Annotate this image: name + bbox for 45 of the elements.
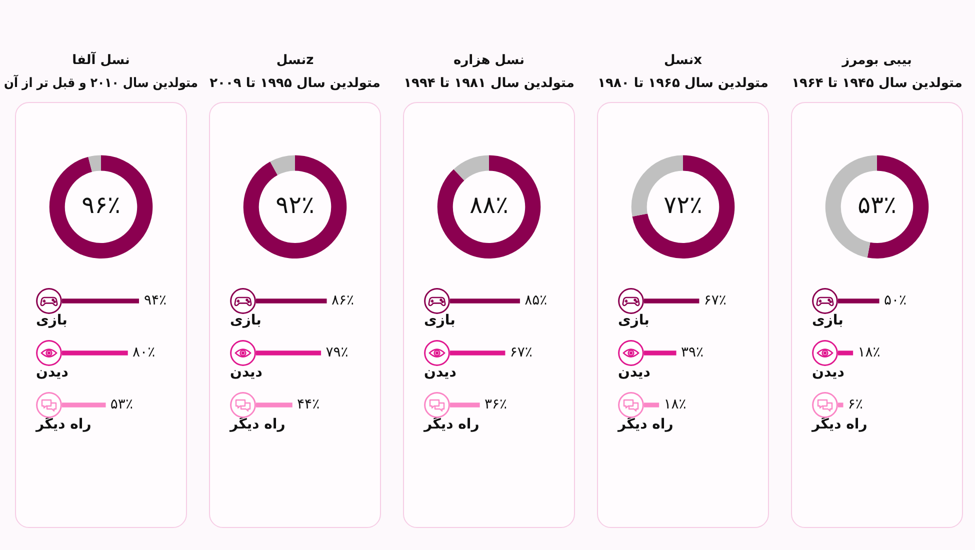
y-tick-label: دیدن xyxy=(618,364,650,381)
chart-subtitle: متولدین سال ۱۹۸۱ تا ۱۹۹۴ xyxy=(404,76,574,91)
data-label: ۷۹٪ xyxy=(326,344,348,361)
data-label: ۶۷٪ xyxy=(510,344,532,361)
y-tick-label: راه دیگر xyxy=(229,416,286,433)
data-label: ۱۸٪ xyxy=(664,396,686,413)
chart-subtitle: متولدین سال ۱۹۴۵ تا ۱۹۶۴ xyxy=(792,76,962,91)
y-tick-label: دیدن xyxy=(230,364,262,381)
y-tick-label: بازی xyxy=(230,312,262,329)
data-label: ۵۰٪ xyxy=(884,292,907,309)
data-label: ۷۲٪ xyxy=(664,191,702,220)
chart-subtitle: متولدین سال ۲۰۱۰ و قبل تر از آن xyxy=(4,74,198,91)
data-label: ۶٪ xyxy=(848,396,863,413)
data-label: ۶۷٪ xyxy=(704,292,726,309)
y-tick-label: راه دیگر xyxy=(423,416,480,433)
data-label: ۳۶٪ xyxy=(484,396,508,413)
data-label: ۸۶٪ xyxy=(331,292,354,309)
data-label: ۹۶٪ xyxy=(82,191,120,220)
chart-title: بیبی بومرز xyxy=(841,53,912,68)
chart-title: نسل هزاره xyxy=(454,53,524,68)
chart-title: نسلx xyxy=(664,53,703,68)
data-label: ۸۵٪ xyxy=(524,292,548,309)
data-label: ۱۸٪ xyxy=(858,344,880,361)
y-tick-label: بازی xyxy=(618,312,650,329)
y-tick-label: بازی xyxy=(36,312,68,329)
data-label: ۹۲٪ xyxy=(276,191,314,220)
data-label: ۸۰٪ xyxy=(132,344,156,361)
data-label: ۵۳٪ xyxy=(858,191,896,220)
y-tick-label: راه دیگر xyxy=(617,416,674,433)
chart-subtitle: متولدین سال ۱۹۹۵ تا ۲۰۰۹ xyxy=(210,76,380,91)
data-label: ۳۹٪ xyxy=(680,344,704,361)
y-tick-label: راه دیگر xyxy=(811,416,868,433)
chart-title: نسلz xyxy=(276,53,314,68)
data-label: ۵۳٪ xyxy=(110,396,133,413)
y-tick-label: دیدن xyxy=(812,364,844,381)
data-label: ۴۴٪ xyxy=(297,396,320,413)
y-tick-label: بازی xyxy=(812,312,844,329)
y-tick-label: دیدن xyxy=(36,364,68,381)
y-tick-label: راه دیگر xyxy=(35,416,92,433)
chart-title: نسل آلفا xyxy=(72,51,130,68)
y-tick-label: دیدن xyxy=(424,364,456,381)
data-label: ۹۴٪ xyxy=(144,292,167,309)
data-label: ۸۸٪ xyxy=(470,191,508,220)
y-tick-label: بازی xyxy=(424,312,456,329)
chart-subtitle: متولدین سال ۱۹۶۵ تا ۱۹۸۰ xyxy=(598,76,768,91)
